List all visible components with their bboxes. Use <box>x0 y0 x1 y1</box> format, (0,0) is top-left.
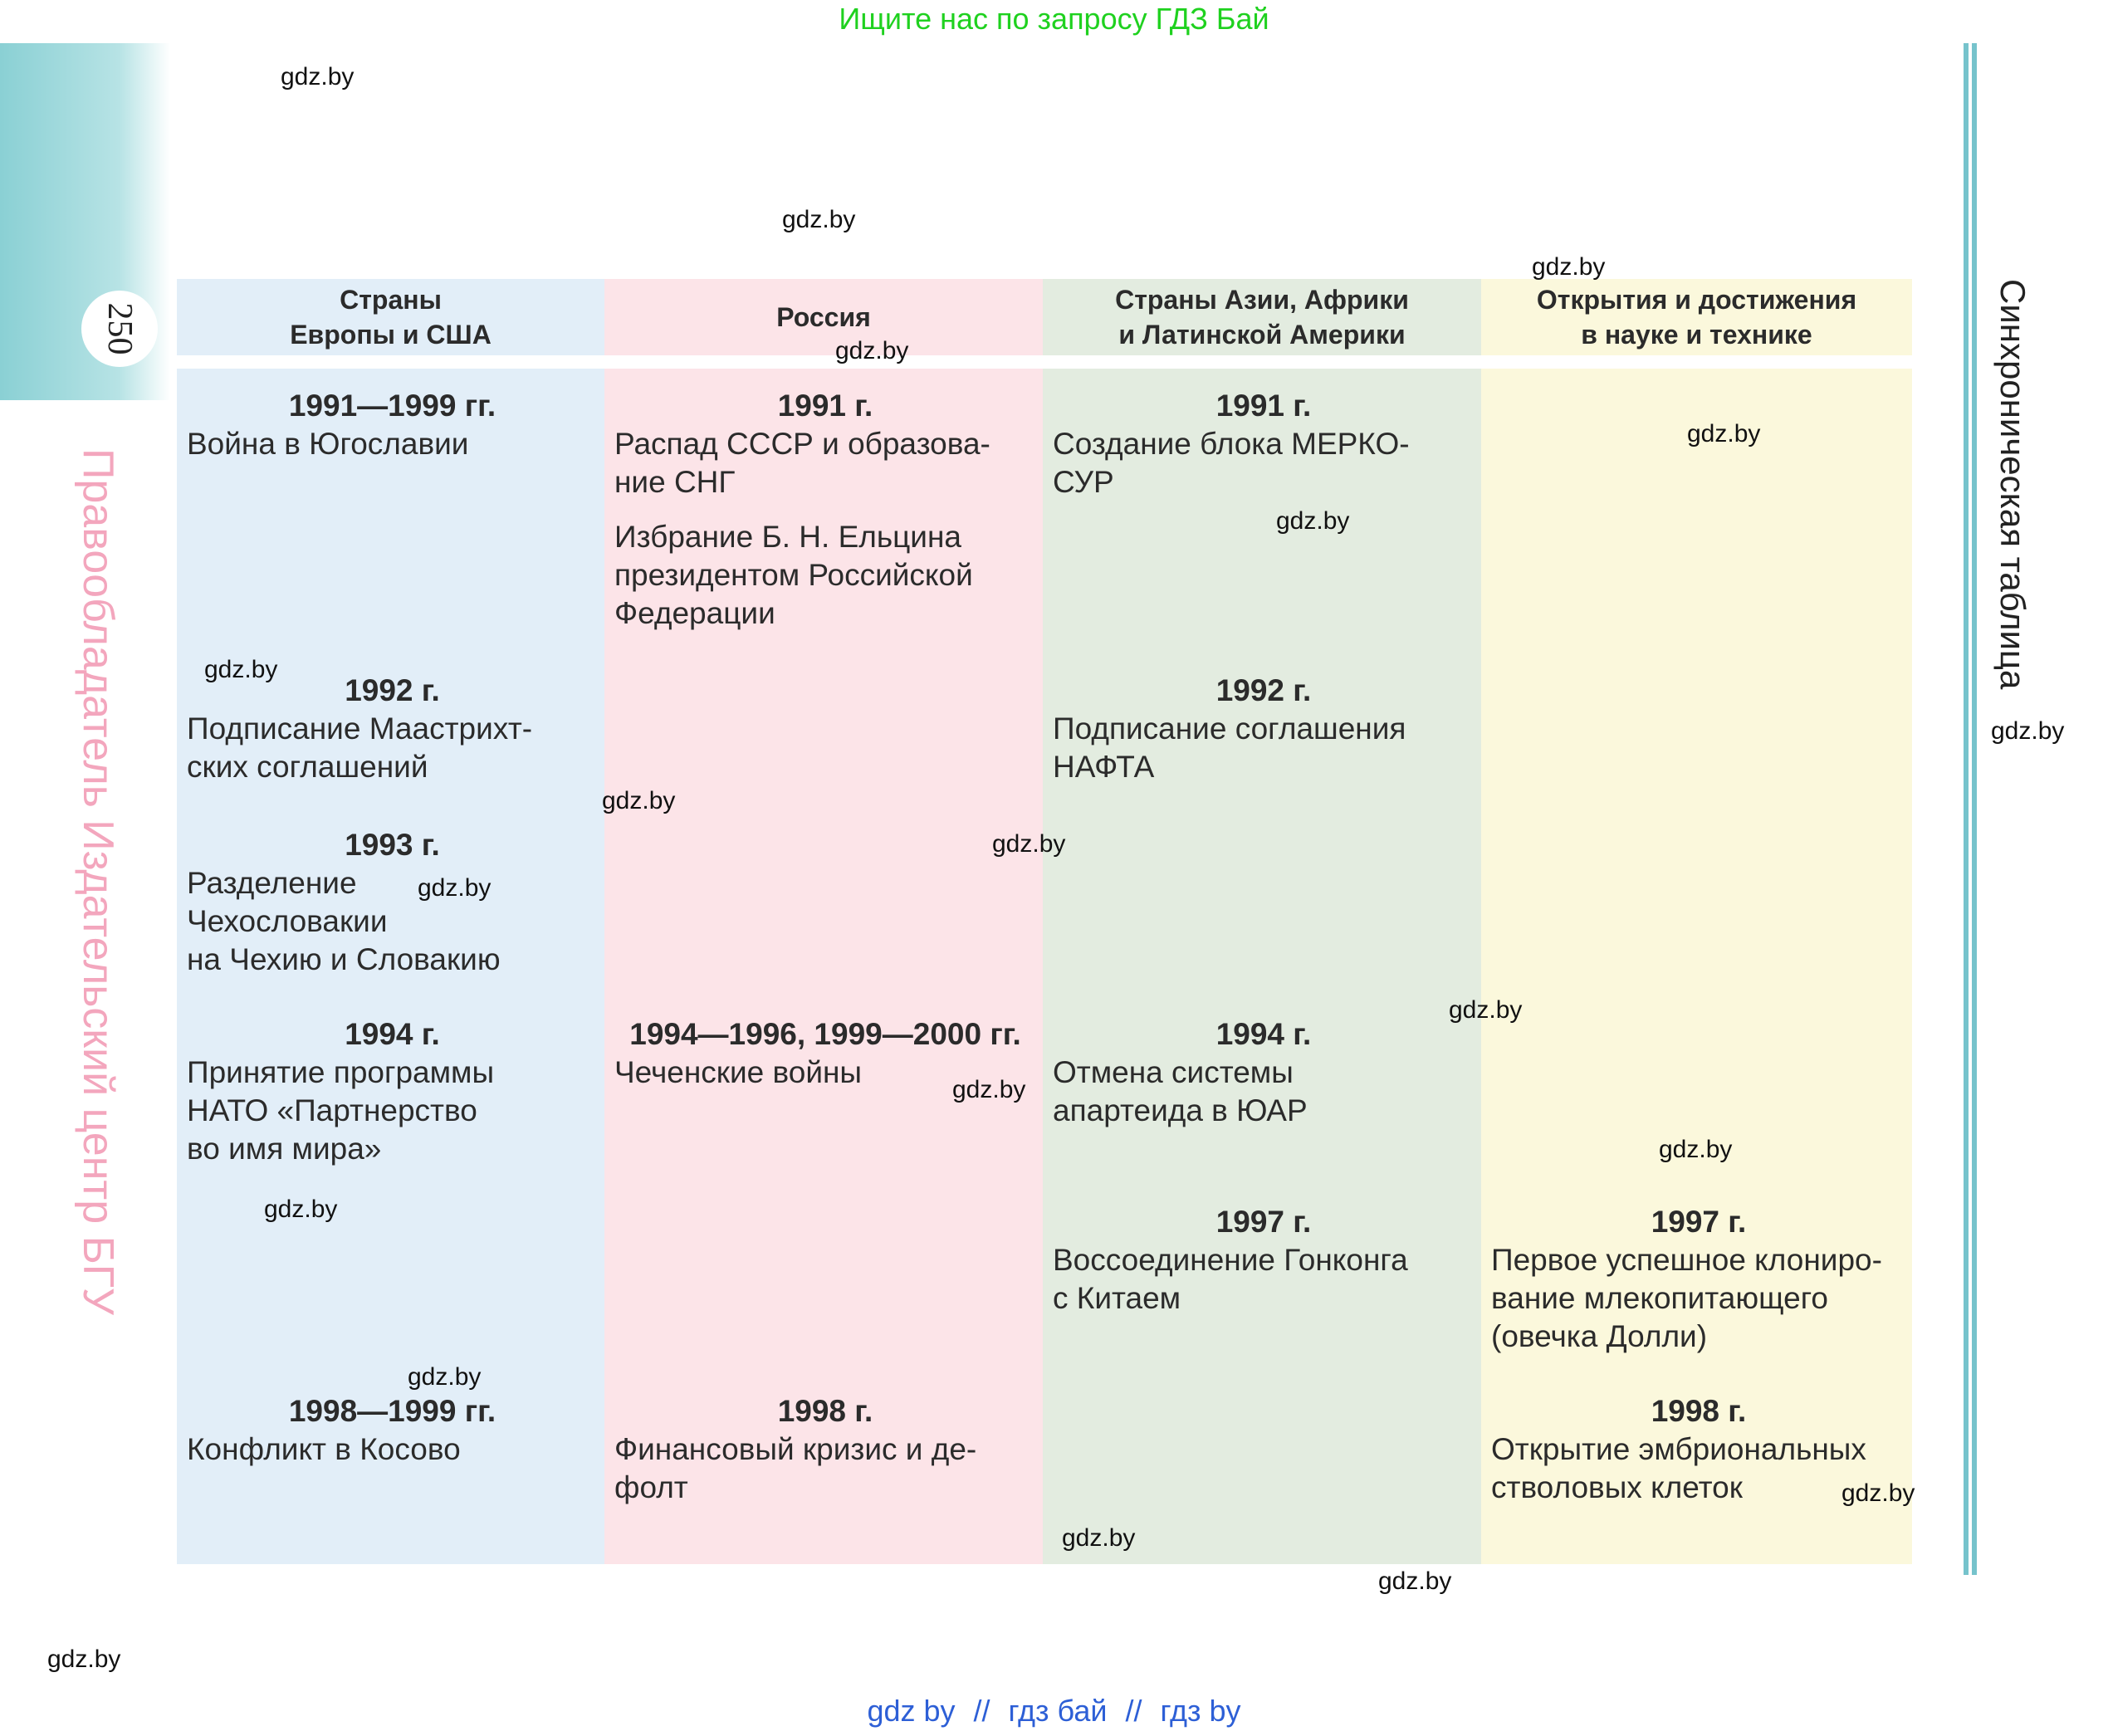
entry-asia-1994: 1994 г. Отмена системы апартеида в ЮАР <box>1053 1017 1312 1127</box>
entry-science-1998: 1998 г. Открытие эмбриональных стволовых … <box>1491 1394 1866 1504</box>
column-asia-africa-latam: 1991 г. Создание блока МЕРКО- СУР 1992 г.… <box>1043 369 1481 1564</box>
watermark: gdz.by <box>1378 1567 1452 1595</box>
watermark: gdz.by <box>782 206 856 233</box>
watermark: gdz.by <box>1276 507 1350 535</box>
footer-link-gdz-by[interactable]: gdz by <box>867 1694 956 1728</box>
watermark: gdz.by <box>408 1363 482 1391</box>
entry-europe-1991: 1991—1999 гг. Война в Югославии <box>187 389 496 461</box>
entry-europe-1994: 1994 г. Принятие программы НАТО «Партнерс… <box>187 1017 495 1166</box>
watermark: gdz.by <box>952 1076 1026 1103</box>
footer-link-gdz-by-2[interactable]: гдз by <box>1160 1694 1241 1728</box>
entry-russia-1991: 1991 г. Распад СССР и образова- ние СНГ <box>614 389 990 499</box>
watermark: gdz.by <box>1687 420 1761 447</box>
entry-asia-1991: 1991 г. Создание блока МЕРКО- СУР <box>1053 389 1410 499</box>
entry-russia-1994: 1994—1996, 1999—2000 гг. Чеченские войны <box>614 1017 1021 1089</box>
entry-europe-1998: 1998—1999 гг. Конфликт в Косово <box>187 1394 496 1466</box>
entry-science-1997: 1997 г. Первое успешное клониро- вание мл… <box>1491 1205 1882 1353</box>
entry-asia-1997: 1997 г. Воссоединение Гонконга с Китаем <box>1053 1205 1408 1315</box>
watermark: gdz.by <box>264 1196 338 1223</box>
watermark: gdz.by <box>281 63 355 90</box>
footer-link-gdz-bai[interactable]: гдз бай <box>1008 1694 1108 1728</box>
page-number: 250 <box>100 302 139 355</box>
watermark: gdz.by <box>1659 1136 1733 1163</box>
footer-links: gdz by//гдз бай//гдз by <box>867 1694 1241 1728</box>
section-title-vertical: Синхроническая таблица <box>1993 279 2032 690</box>
watermark: gdz.by <box>1449 996 1523 1024</box>
column-russia: 1991 г. Распад СССР и образова- ние СНГ И… <box>604 369 1043 1564</box>
header-science: Открытия и достижения в науке и технике <box>1481 279 1912 355</box>
header-asia-africa-latam: Страны Азии, Африки и Латинской Америки <box>1043 279 1481 355</box>
right-border-bars <box>1964 43 1977 1575</box>
watermark: gdz.by <box>47 1646 121 1673</box>
watermark: gdz.by <box>1062 1524 1136 1552</box>
header-europe-usa: Страны Европы и США <box>177 279 604 355</box>
watermark: gdz.by <box>835 337 909 364</box>
watermark: gdz.by <box>418 874 492 902</box>
watermark: gdz.by <box>992 830 1066 858</box>
entry-russia-yeltsin: Избрание Б. Н. Ельцина президентом Росси… <box>614 520 973 630</box>
watermark: gdz.by <box>204 656 278 683</box>
column-science: 1997 г. Первое успешное клониро- вание мл… <box>1481 369 1912 1564</box>
search-hint-banner: Ищите нас по запросу ГДЗ Бай <box>839 2 1269 36</box>
watermark: gdz.by <box>1991 717 2065 745</box>
entry-asia-1992: 1992 г. Подписание соглашения НАФТА <box>1053 673 1406 784</box>
entry-europe-1992: 1992 г. Подписание Маастрихт- ских соглаш… <box>187 673 533 784</box>
entry-europe-1993: 1993 г. Разделение Чехословакии на Чехию … <box>187 828 501 976</box>
entry-russia-1998: 1998 г. Финансовый кризис и де- фолт <box>614 1394 977 1504</box>
header-russia: Россия <box>604 279 1043 355</box>
copyright-side-text: Правообладатель Издательский центр БГУ <box>74 448 122 1315</box>
watermark: gdz.by <box>1532 253 1606 281</box>
column-europe-usa: 1991—1999 гг. Война в Югославии 1992 г. По… <box>177 369 604 1564</box>
page-number-circle <box>81 291 158 367</box>
watermark: gdz.by <box>1841 1479 1915 1507</box>
watermark: gdz.by <box>602 787 676 814</box>
